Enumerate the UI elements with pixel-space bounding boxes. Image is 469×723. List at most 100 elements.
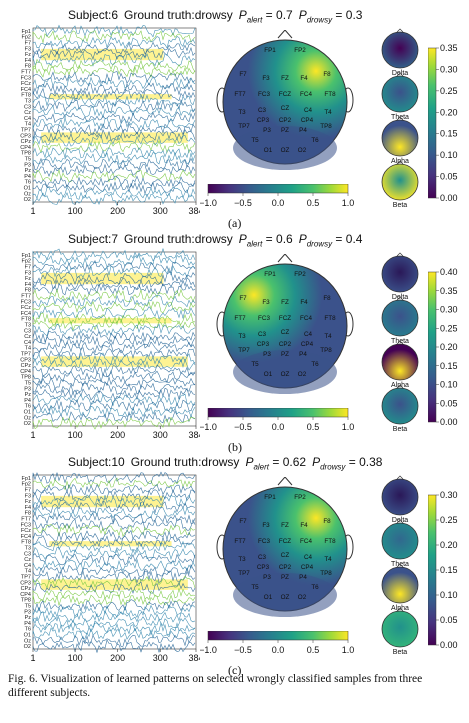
band-topomap-delta: [381, 255, 419, 293]
p-alert: Palert = 0.6: [238, 232, 293, 249]
electrode-label: T3: [238, 109, 246, 116]
eeg-trace: [32, 483, 196, 496]
channel-label: Cz: [24, 334, 31, 340]
channel-label: Fz: [25, 276, 31, 282]
electrode-label: FC4: [300, 538, 312, 545]
electrode-label: TP8: [320, 570, 332, 577]
electrode-label: P3: [263, 574, 271, 581]
channel-label: CP3: [20, 580, 31, 586]
eeg-trace: [32, 540, 196, 554]
time-tick-label: 200: [110, 653, 125, 661]
band-topomap-theta: [381, 75, 419, 113]
colorbar-tick-label: 1.0: [342, 198, 355, 208]
electrode-label: F7: [239, 518, 247, 525]
horizontal-colorbar: −1.0 −0.5 0.0 0.5 1.0: [200, 184, 355, 208]
eeg-trace: [32, 506, 196, 519]
figure-caption: Fig. 6. Visualization of learned pattern…: [8, 673, 423, 699]
channel-label: Fz: [25, 499, 31, 505]
figure-panel: Subject:7 Ground truth:drowsy Palert = 0.6…: [0, 232, 469, 454]
electrode-label: OZ: [281, 371, 290, 378]
channel-label: F8: [25, 64, 31, 70]
time-tick-label: 300: [153, 206, 168, 214]
channel-label: Pz: [25, 615, 32, 621]
electrode-label: T3: [238, 556, 246, 563]
band-topomap-beta: [381, 387, 419, 425]
electrode-label: F4: [300, 75, 308, 82]
channel-label: Fp1: [22, 29, 31, 35]
channel-label: Fz: [25, 52, 31, 58]
time-tick-label: 200: [110, 206, 125, 214]
eeg-trace: [32, 616, 196, 630]
eeg-trace: [32, 169, 196, 183]
eeg-trace: [32, 99, 196, 113]
channel-label: O1: [24, 410, 31, 416]
channel-label: C4: [24, 116, 31, 122]
colorbar-tick-label: 0.35: [440, 44, 458, 53]
colorbar-tick-label: 0.25: [440, 323, 458, 333]
channel-label: P4: [24, 621, 31, 627]
channel-label: F7: [25, 265, 31, 271]
electrode-label: FC3: [258, 315, 270, 322]
p-drowsy: Pdrowsy = 0.4: [298, 232, 363, 249]
time-tick-label: 100: [68, 206, 83, 214]
electrode-label: O2: [298, 371, 307, 378]
colorbar-tick-label: −0.5: [234, 422, 252, 432]
eeg-trace: [32, 41, 196, 56]
channel-label: T6: [25, 404, 31, 410]
channel-label: O1: [24, 633, 31, 639]
colorbar-tick-label: 0.10: [440, 590, 458, 600]
scalp-topomap: FP1 FP2 F7 F3 FZ F4 F8 FT7 FC3 FCZ FC4 FT8 T3 C3 CZ C4 T…: [216, 30, 354, 170]
electrode-label: F3: [262, 522, 270, 529]
channel-label: O1: [24, 186, 31, 192]
attention-highlight: [41, 48, 164, 61]
electrode-label: FCZ: [279, 91, 291, 98]
electrode-label: OZ: [281, 594, 290, 601]
band-topomap-alpha: [381, 119, 419, 157]
time-tick-label: 384: [188, 653, 200, 661]
channel-label: P3: [24, 386, 31, 392]
vertical-colorbar: 0.40 0.35 0.30 0.25 0.20 0.15 0.10 0.05 0.00: [428, 268, 458, 427]
electrode-label: FT8: [324, 91, 336, 98]
electrode-label: FZ: [281, 522, 289, 529]
channel-label: CP4: [20, 592, 31, 598]
eeg-trace: [32, 347, 196, 359]
electrode-label: O1: [264, 371, 273, 378]
electrode-label: TP7: [238, 347, 250, 354]
eeg-trace: [32, 265, 196, 279]
electrode-label: CP3: [257, 341, 270, 348]
eeg-trace: [32, 65, 196, 78]
channel-label: Oz: [24, 191, 31, 197]
eeg-trace: [32, 288, 196, 303]
vertical-colorbar: 0.35 0.30 0.25 0.20 0.15 0.10 0.05 0.00: [428, 44, 458, 203]
eeg-trace: [32, 370, 196, 384]
electrode-label: F4: [300, 299, 308, 306]
horizontal-colorbar: −1.0 −0.5 0.0 0.5 1.0: [200, 631, 354, 655]
eeg-trace: [32, 175, 196, 189]
panel-title: Subject:10 Ground truth:drowsy Palert = 0.…: [68, 455, 388, 471]
colorbar-tick-label: 0.30: [440, 491, 458, 500]
electrode-label: P4: [299, 127, 307, 134]
band-label: Beta: [393, 426, 408, 433]
band-topomap-delta: [381, 31, 419, 69]
colorbar-tick-label: 0.35: [440, 286, 458, 296]
eeg-trace: [32, 129, 196, 142]
eeg-trace: [32, 535, 196, 548]
electrode-label: T4: [324, 333, 332, 340]
electrode-label: FT8: [324, 538, 336, 545]
electrode-label: CP2: [279, 564, 292, 571]
channel-label: Cz: [24, 557, 31, 563]
colorbar-tick-label: 0.0: [272, 198, 285, 208]
eeg-trace: [32, 47, 196, 60]
eeg-trace: [32, 524, 196, 538]
eeg-trace: [32, 599, 196, 612]
electrode-label: CP4: [301, 341, 314, 348]
subject-label: Subject:6: [68, 8, 119, 22]
p-alert: Palert = 0.7: [238, 8, 293, 25]
channel-label: Fp1: [22, 253, 31, 259]
eeg-trace: [32, 494, 196, 508]
ground-truth-label: Ground truth:drowsy: [130, 455, 240, 469]
channel-label: FC3: [21, 75, 31, 81]
channel-label: Cz: [24, 110, 31, 116]
colorbar-tick-label: 0.05: [440, 398, 458, 408]
